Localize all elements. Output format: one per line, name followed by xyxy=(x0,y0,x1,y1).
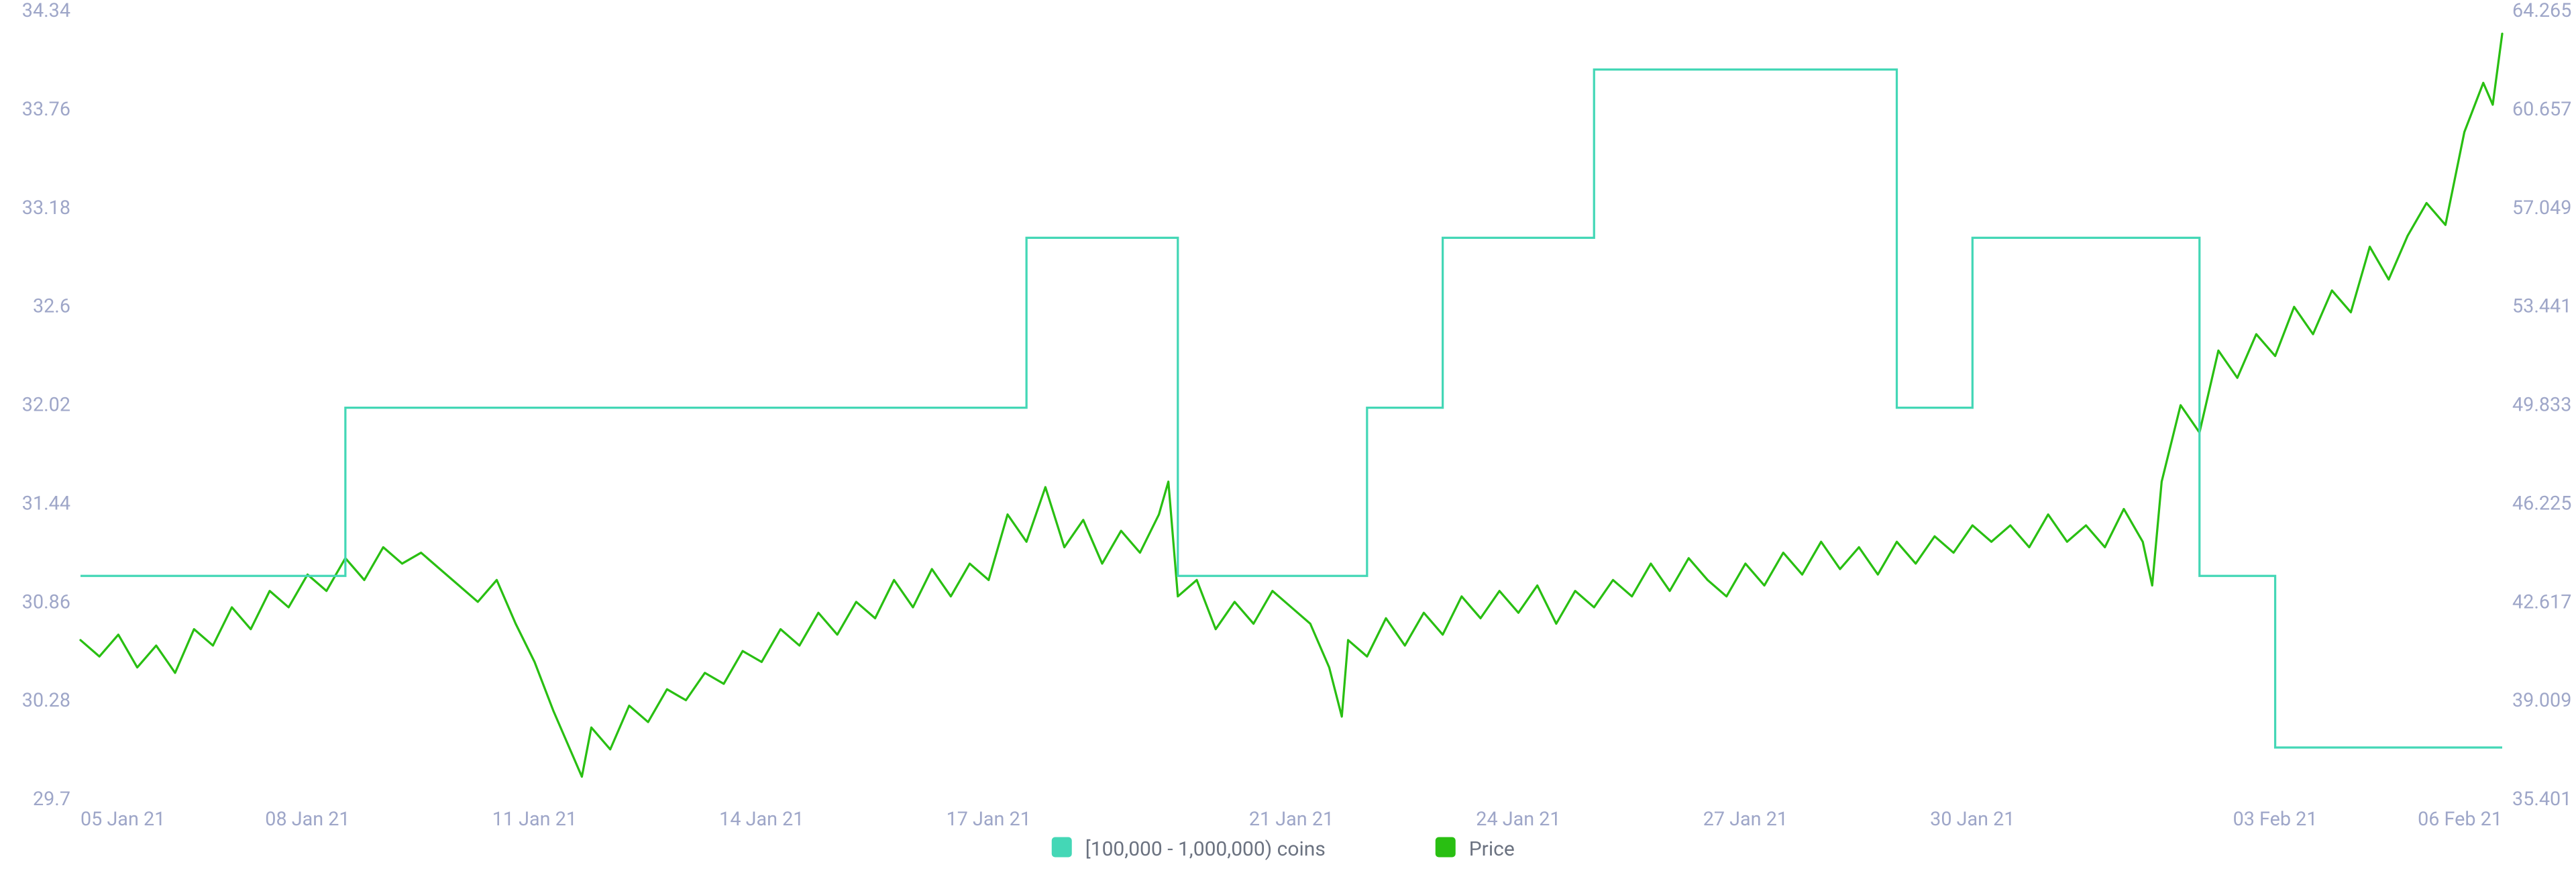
y-left-tick-label: 33.18 xyxy=(22,197,70,219)
y-left-tick-label: 30.86 xyxy=(22,590,70,613)
y-left-tick-label: 30.28 xyxy=(22,689,70,712)
y-right-tick-label: 46.225 xyxy=(2512,492,2571,515)
y-left-tick-label: 33.76 xyxy=(22,98,70,121)
y-right-tick-label: 53.441 xyxy=(2512,295,2571,318)
x-tick-label: 27 Jan 21 xyxy=(1703,808,1788,831)
x-tick-label: 06 Feb 21 xyxy=(2418,808,2502,831)
legend-label: [100,000 - 1,000,000) coins xyxy=(1085,837,1326,861)
x-tick-label: 14 Jan 21 xyxy=(719,808,804,831)
series-price xyxy=(80,34,2502,776)
x-tick-label: 11 Jan 21 xyxy=(492,808,577,831)
y-right-tick-label: 57.049 xyxy=(2512,197,2571,219)
legend: [100,000 - 1,000,000) coins Price xyxy=(1052,837,1515,862)
x-tick-label: 03 Feb 21 xyxy=(2233,808,2318,831)
y-right-tick-label: 42.617 xyxy=(2512,590,2571,613)
y-right-tick-label: 49.833 xyxy=(2512,394,2571,417)
y-left-tick-label: 31.44 xyxy=(22,492,70,515)
x-tick-label: 17 Jan 21 xyxy=(947,808,1031,831)
x-tick-label: 05 Jan 21 xyxy=(80,808,165,831)
y-axis-right: 35.401 39.009 42.617 46.225 49.833 53.441 57.0… xyxy=(2512,0,2571,811)
legend-label: Price xyxy=(1469,837,1515,861)
y-right-tick-label: 39.009 xyxy=(2512,689,2571,712)
dual-axis-chart: 29.7 30.28 30.86 31.44 32.02 32.6 33.18 33.76 34… xyxy=(0,0,2576,872)
legend-swatch xyxy=(1436,837,1456,858)
y-right-tick-label: 60.657 xyxy=(2512,98,2571,121)
series-coins xyxy=(80,70,2502,748)
y-axis-left: 29.7 30.28 30.86 31.44 32.02 32.6 33.18 33.76 34… xyxy=(22,0,70,811)
y-left-tick-label: 32.02 xyxy=(22,394,70,417)
y-left-tick-label: 34.34 xyxy=(22,0,70,22)
x-tick-label: 08 Jan 21 xyxy=(265,808,350,831)
x-axis: 05 Jan 21 08 Jan 21 11 Jan 21 14 Jan 21 17 J… xyxy=(80,808,2502,831)
x-tick-label: 24 Jan 21 xyxy=(1476,808,1560,831)
x-tick-label: 21 Jan 21 xyxy=(1249,808,1334,831)
legend-swatch xyxy=(1052,837,1072,858)
chart-svg: 29.7 30.28 30.86 31.44 32.02 32.6 33.18 33.76 34… xyxy=(0,0,2576,872)
y-right-tick-label: 35.401 xyxy=(2512,788,2571,811)
y-right-tick-label: 64.265 xyxy=(2512,0,2571,22)
x-tick-label: 30 Jan 21 xyxy=(1930,808,2015,831)
y-left-tick-label: 32.6 xyxy=(33,295,70,318)
y-left-tick-label: 29.7 xyxy=(33,788,70,811)
